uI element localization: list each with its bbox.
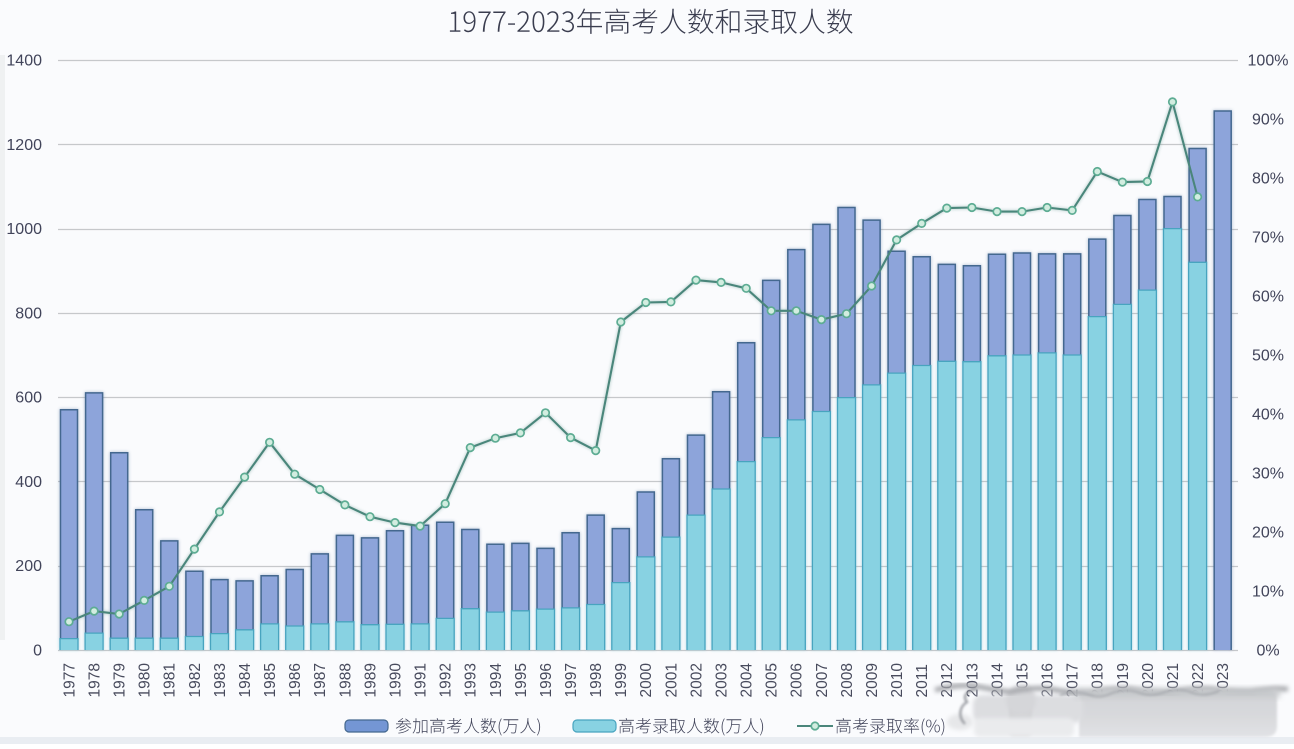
svg-text:1991: 1991 <box>413 663 430 697</box>
svg-text:90%: 90% <box>1252 112 1284 129</box>
svg-text:70%: 70% <box>1252 230 1284 247</box>
svg-text:60%: 60% <box>1252 289 1284 306</box>
svg-text:30%: 30% <box>1252 466 1284 483</box>
svg-text:2003: 2003 <box>714 663 731 697</box>
svg-text:2011: 2011 <box>914 664 931 697</box>
svg-text:2000: 2000 <box>638 663 655 698</box>
svg-text:2008: 2008 <box>839 663 856 697</box>
svg-text:1000: 1000 <box>6 221 42 238</box>
svg-text:1400: 1400 <box>6 53 42 70</box>
svg-text:0%: 0% <box>1256 643 1279 660</box>
svg-text:1997: 1997 <box>563 663 580 697</box>
svg-text:2010: 2010 <box>889 663 906 698</box>
svg-text:1982: 1982 <box>187 663 204 697</box>
svg-text:0: 0 <box>33 643 42 660</box>
svg-text:1995: 1995 <box>513 663 530 697</box>
svg-text:2007: 2007 <box>814 663 831 697</box>
svg-text:1200: 1200 <box>6 137 42 154</box>
svg-text:1987: 1987 <box>312 663 329 697</box>
svg-text:10%: 10% <box>1252 584 1284 601</box>
svg-text:1996: 1996 <box>538 663 555 697</box>
svg-text:1989: 1989 <box>362 663 379 697</box>
svg-text:2009: 2009 <box>864 663 881 697</box>
svg-text:600: 600 <box>15 390 42 407</box>
svg-text:20%: 20% <box>1252 525 1284 542</box>
svg-text:2002: 2002 <box>688 663 705 697</box>
svg-text:80%: 80% <box>1252 171 1284 188</box>
svg-text:1978: 1978 <box>87 663 104 697</box>
svg-text:800: 800 <box>15 305 42 322</box>
svg-text:1988: 1988 <box>337 663 354 697</box>
svg-text:100%: 100% <box>1248 53 1289 70</box>
svg-text:1993: 1993 <box>463 663 480 697</box>
svg-text:2016: 2016 <box>1040 663 1057 697</box>
svg-text:1980: 1980 <box>137 663 154 698</box>
svg-text:2006: 2006 <box>789 663 806 697</box>
svg-text:1985: 1985 <box>262 663 279 697</box>
svg-text:1983: 1983 <box>212 663 229 697</box>
svg-text:1984: 1984 <box>237 663 254 698</box>
svg-text:40%: 40% <box>1252 407 1284 424</box>
svg-text:2005: 2005 <box>764 663 781 697</box>
svg-text:1981: 1981 <box>162 663 179 697</box>
svg-text:2001: 2001 <box>663 663 680 697</box>
svg-text:1979: 1979 <box>112 663 129 697</box>
svg-text:2004: 2004 <box>739 663 756 698</box>
svg-text:1998: 1998 <box>588 663 605 697</box>
svg-text:50%: 50% <box>1252 348 1284 365</box>
svg-text:400: 400 <box>15 474 42 491</box>
svg-text:2012: 2012 <box>939 663 956 697</box>
svg-text:200: 200 <box>15 558 42 575</box>
svg-text:1992: 1992 <box>438 663 455 697</box>
svg-text:1990: 1990 <box>387 663 404 698</box>
svg-text:1977: 1977 <box>61 663 78 697</box>
svg-text:1999: 1999 <box>613 663 630 697</box>
svg-text:1986: 1986 <box>287 663 304 697</box>
svg-text:1994: 1994 <box>488 663 505 698</box>
